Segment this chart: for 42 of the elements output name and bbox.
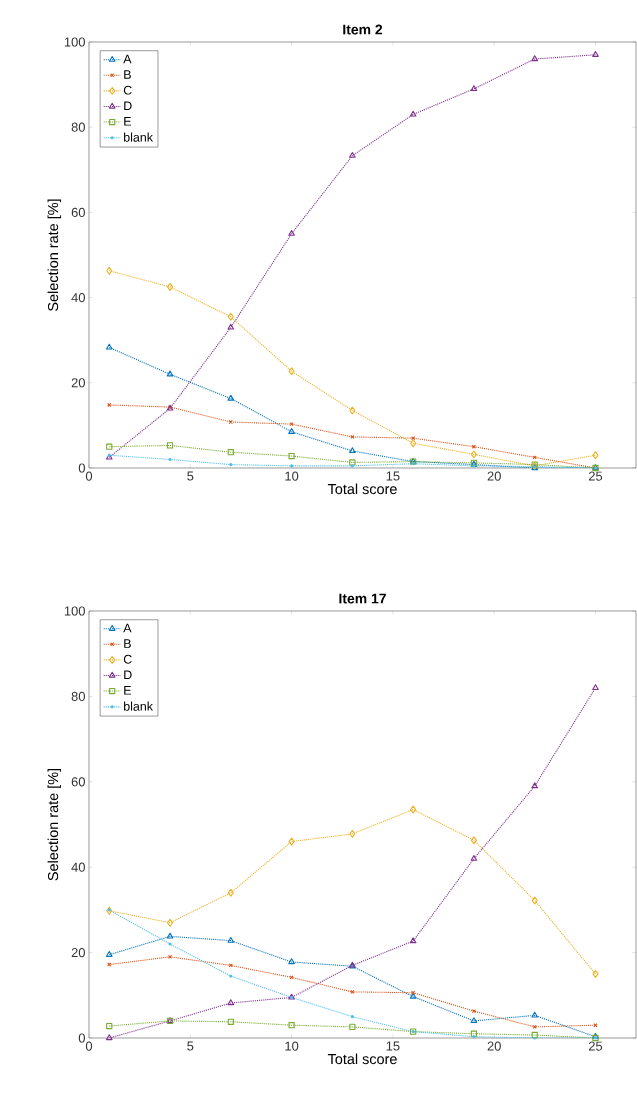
y-axis-title: Selection rate [%] xyxy=(47,199,62,311)
x-tick-label: 10 xyxy=(285,471,299,481)
y-tick-label: 40 xyxy=(71,293,85,303)
x-tick-label: 25 xyxy=(588,471,603,481)
x-tick-label: 15 xyxy=(386,1041,400,1051)
y-tick-label: 100 xyxy=(64,606,85,616)
y-tick-label: 0 xyxy=(78,463,85,473)
x-tick-label: 5 xyxy=(187,471,194,481)
y-tick-label: 80 xyxy=(71,122,85,132)
y-tick-label: 20 xyxy=(71,378,85,388)
x-tick-label: 25 xyxy=(588,1041,603,1051)
x-tick-label: 20 xyxy=(487,1041,501,1051)
y-tick-label: 20 xyxy=(71,948,85,958)
y-tick-label: 40 xyxy=(71,862,85,872)
legend-label: C xyxy=(123,85,132,95)
x-axis-title: Total score xyxy=(327,483,397,495)
y-axis-title: Selection rate [%] xyxy=(47,768,62,881)
chart-title: Item 2 xyxy=(343,24,383,35)
x-tick-label: 10 xyxy=(285,1041,299,1051)
legend-label: blank xyxy=(124,701,154,711)
legend-label: B xyxy=(124,639,131,648)
legend-label: blank xyxy=(124,132,154,142)
y-tick-label: 60 xyxy=(71,207,85,217)
legend-label: D xyxy=(124,670,132,680)
legend-label: D xyxy=(124,101,132,111)
legend-label: E xyxy=(124,117,131,126)
y-tick-label: 0 xyxy=(78,1033,85,1043)
legend-label: E xyxy=(124,686,131,695)
chart-title: Item 17 xyxy=(339,593,386,604)
x-tick-label: 5 xyxy=(187,1041,194,1051)
x-tick-label: 20 xyxy=(487,471,501,481)
y-tick-label: 80 xyxy=(71,691,85,701)
legend-label: C xyxy=(123,654,132,664)
x-axis-title: Total score xyxy=(327,1053,397,1065)
x-tick-label: 0 xyxy=(85,1041,93,1051)
x-tick-label: 0 xyxy=(85,471,93,481)
y-tick-label: 60 xyxy=(71,777,85,787)
legend-label: A xyxy=(123,623,132,633)
y-tick-label: 100 xyxy=(64,37,85,47)
x-tick-label: 15 xyxy=(386,471,400,481)
legend-label: A xyxy=(123,54,132,64)
legend-label: B xyxy=(124,70,131,79)
